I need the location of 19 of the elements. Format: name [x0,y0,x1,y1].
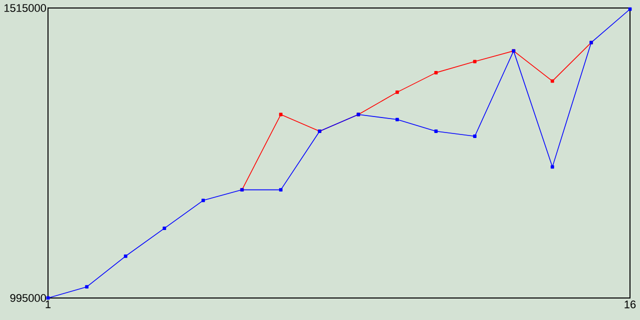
point [473,134,476,138]
x-tick-label: 16 [624,300,636,308]
point [434,130,438,133]
point [202,198,205,202]
x-tick-label: 1 [46,300,51,308]
point [85,285,89,289]
y-tick-label: 1515000 [4,4,46,12]
point [162,226,166,230]
point [550,79,554,83]
point [628,7,632,11]
point [434,70,438,74]
point [396,118,399,122]
point [279,188,282,192]
point [279,112,282,116]
y-tick-label: 995000 [10,294,46,302]
point [550,165,554,169]
point [124,254,128,258]
point [396,90,399,94]
point [473,60,476,64]
